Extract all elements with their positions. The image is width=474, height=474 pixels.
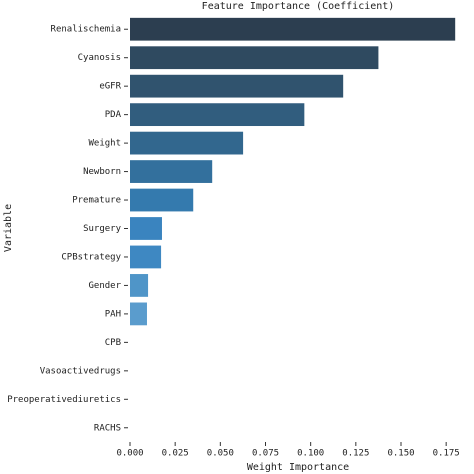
y-tick-label: CPB [105,338,121,348]
x-tick-label: 0.175 [433,449,460,459]
bar [130,103,305,127]
bar [130,245,162,269]
bar [130,74,344,98]
bar [130,46,379,70]
x-tick-label: 0.100 [297,449,324,459]
y-tick-label: Vasoactivedrugs [40,366,121,376]
y-axis-label: Variable [3,204,14,252]
x-tick-label: 0.025 [162,449,189,459]
y-tick-label: PDA [105,110,122,120]
x-tick-label: 0.075 [252,449,279,459]
y-tick-label: Renalischemia [51,25,121,35]
y-tick-label: Surgery [83,224,122,234]
x-tick-label: 0.050 [207,449,234,459]
y-tick-label: Gender [88,281,121,291]
y-tick-label: Preoperativediuretics [7,395,121,405]
bar [130,302,147,326]
y-tick-label: Weight [88,139,121,149]
y-tick-label: Newborn [83,167,121,177]
y-tick-label: PAH [105,309,121,319]
bar [130,188,194,212]
y-tick-label: CPBstrategy [61,252,121,262]
y-tick-label: RACHS [94,423,121,433]
y-tick-label: Cyanosis [78,53,121,63]
x-tick-label: 0.000 [116,449,143,459]
bar [130,274,149,297]
bar [130,217,162,240]
x-tick-label: 0.150 [387,449,414,459]
bar [130,17,456,41]
chart-title: Feature Importance (Coefficient) [202,1,395,12]
x-axis-label: Weight Importance [247,462,349,473]
y-tick-label: eGFR [99,82,121,92]
x-tick-label: 0.125 [342,449,369,459]
bar [130,160,213,183]
y-tick-label: Premature [72,196,121,206]
bar [130,131,244,155]
